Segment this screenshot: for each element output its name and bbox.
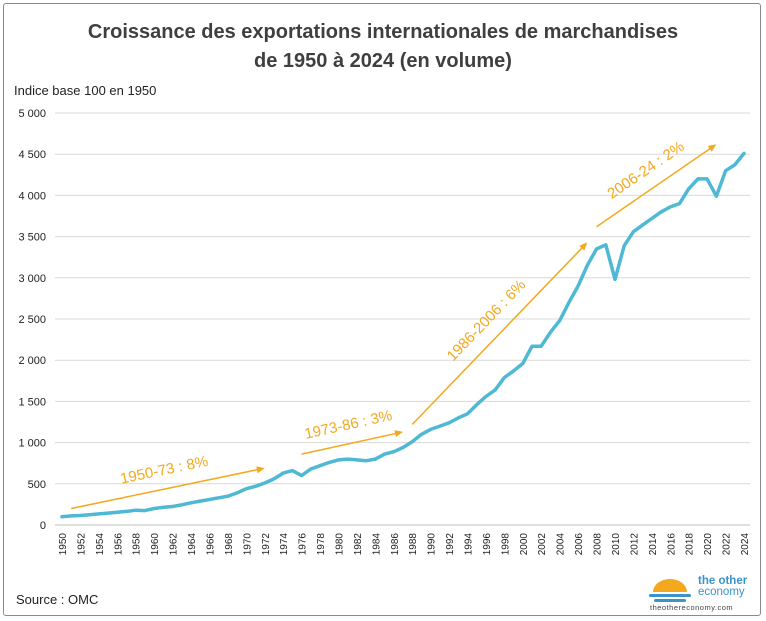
x-tick-label: 2010 (611, 533, 622, 556)
chart-frame (3, 3, 761, 616)
trend-arrow-head (707, 144, 717, 152)
x-tick-label: 1960 (150, 533, 161, 556)
logo-name-line-1: the other (698, 575, 748, 587)
x-tick-label: 1996 (482, 533, 493, 556)
y-tick-label: 1 500 (18, 396, 46, 408)
y-tick-label: 3 500 (18, 232, 46, 244)
chart-title-line-2: de 1950 à 2024 (en volume) (254, 50, 512, 72)
y-tick-label: 3 000 (18, 273, 46, 285)
y-tick-label: 4 500 (18, 149, 46, 161)
trend-arrow-line (596, 147, 712, 228)
x-tick-label: 1972 (261, 533, 272, 556)
y-tick-label: 2 500 (18, 314, 46, 326)
x-tick-label: 1954 (95, 533, 106, 556)
x-tick-label: 2002 (537, 533, 548, 556)
x-tick-label: 1966 (205, 533, 216, 556)
x-tick-label: 2024 (740, 533, 751, 556)
x-tick-label: 1970 (242, 533, 253, 556)
x-tick-label: 1982 (353, 533, 364, 556)
chart-title: Croissance des exportations internationa… (0, 18, 766, 76)
trend-arrow-head (579, 242, 588, 251)
x-tick-label: 1988 (408, 533, 419, 556)
trend-arrow-head (394, 430, 403, 438)
x-tick-label: 1994 (464, 533, 475, 556)
brand-logo: the other economy theothereconomy.com (646, 575, 758, 613)
x-tick-label: 1958 (132, 533, 143, 556)
x-tick-label: 1992 (445, 533, 456, 556)
trend-arrow-line (301, 432, 398, 455)
y-axis-label: Indice base 100 en 1950 (14, 83, 157, 98)
x-tick-label: 1962 (169, 533, 180, 556)
x-tick-label: 1968 (224, 533, 235, 556)
x-tick-label: 2020 (703, 533, 714, 556)
x-tick-label: 1964 (187, 533, 198, 556)
trend-arrow-line (71, 468, 260, 510)
y-tick-label: 5 000 (18, 108, 46, 120)
x-tick-label: 2016 (666, 533, 677, 556)
x-tick-label: 2022 (722, 533, 733, 556)
x-tick-label: 1980 (334, 533, 345, 556)
x-tick-label: 2006 (574, 533, 585, 556)
x-tick-label: 1976 (298, 533, 309, 556)
y-tick-label: 2 000 (18, 355, 46, 367)
chart-title-line-1: Croissance des exportations internationa… (87, 21, 679, 43)
x-tick-label: 1998 (500, 533, 511, 556)
x-tick-label: 2012 (629, 533, 640, 556)
trend-arrow-line (411, 246, 584, 425)
x-tick-label: 1990 (427, 533, 438, 556)
y-tick-label: 0 (40, 520, 46, 532)
x-tick-label: 1950 (58, 533, 69, 556)
logo-url: theothereconomy.com (650, 603, 734, 612)
x-tick-label: 1952 (76, 533, 87, 556)
y-tick-label: 500 (28, 479, 46, 491)
x-tick-label: 2008 (593, 533, 604, 556)
x-tick-label: 1956 (113, 533, 124, 556)
x-tick-label: 2014 (648, 533, 659, 556)
sunrise-logo-icon (649, 579, 691, 602)
x-tick-label: 2018 (685, 533, 696, 556)
x-tick-label: 1974 (279, 533, 290, 556)
series-line-exports (60, 151, 746, 519)
y-tick-label: 4 000 (18, 190, 46, 202)
x-tick-label: 1978 (316, 533, 327, 556)
logo-name-line-2: economy (698, 586, 745, 598)
trend-annotation-label: 1986-2006 : 6% (444, 277, 530, 365)
x-tick-label: 2000 (519, 533, 530, 556)
y-tick-label: 1 000 (18, 438, 46, 450)
x-tick-label: 1986 (390, 533, 401, 556)
x-tick-label: 1984 (371, 533, 382, 556)
source-note: Source : OMC (16, 592, 99, 607)
trend-arrow-head (256, 466, 265, 474)
x-tick-label: 2004 (556, 533, 567, 556)
